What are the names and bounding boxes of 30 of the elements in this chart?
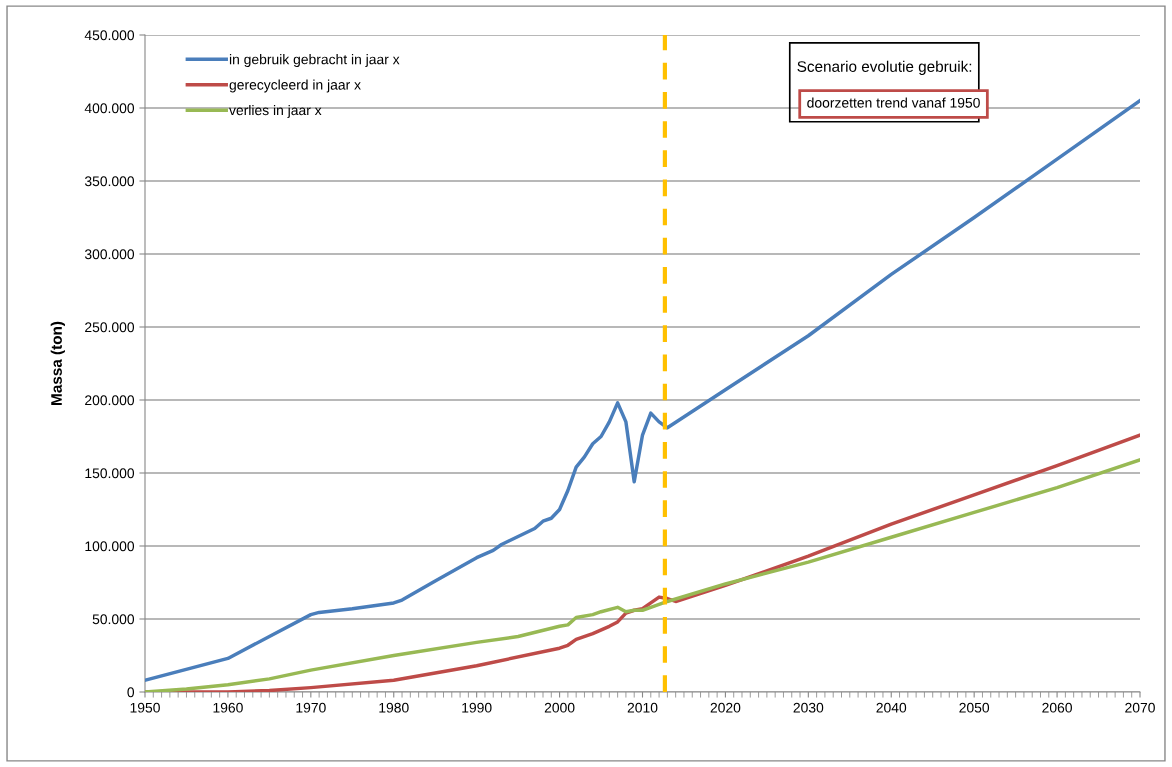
x-tick-label: 1950	[130, 702, 160, 713]
x-tick-label: 2070	[1125, 702, 1155, 713]
y-tick-label: 200.000	[85, 395, 135, 406]
x-tick-label: 2020	[710, 702, 741, 713]
x-tick-label: 1990	[462, 702, 492, 713]
legend-label: in gebruik gebracht in jaar x	[229, 54, 400, 68]
x-tick-label: 2000	[544, 702, 575, 713]
y-tick-label: 250.000	[85, 322, 135, 333]
x-tick-label: 2010	[627, 702, 658, 713]
y-tick-label: 100.000	[85, 541, 135, 552]
line-series	[145, 98, 1140, 683]
y-axis-title: Massa (ton)	[50, 321, 65, 405]
x-tick-label: 2060	[1042, 702, 1072, 713]
x-tick-label: 1970	[296, 702, 326, 713]
x-tick-label: 1960	[213, 702, 243, 713]
annotation: doorzetten trend vanaf 1950	[807, 97, 980, 108]
x-tick-label: 1980	[379, 702, 409, 713]
y-tick-label: 450.000	[84, 30, 135, 41]
y-tick-label: 0	[127, 687, 135, 698]
x-tick-label: 2040	[876, 702, 907, 713]
x-tick-label: 2030	[793, 702, 824, 713]
y-tick-label: 400.000	[84, 103, 135, 114]
x-tick-label: 2050	[959, 702, 990, 713]
y-tick-label: 350.000	[84, 176, 135, 187]
annotation: Scenario evolutie gebruik:	[797, 60, 972, 75]
legend-label: gerecycleerd in jaar x	[229, 79, 361, 93]
y-tick-label: 50.000	[92, 614, 135, 625]
legend-label: verlies in jaar x	[229, 104, 322, 118]
y-tick-label: 300.000	[84, 249, 135, 260]
y-tick-label: 150.000	[85, 468, 135, 479]
